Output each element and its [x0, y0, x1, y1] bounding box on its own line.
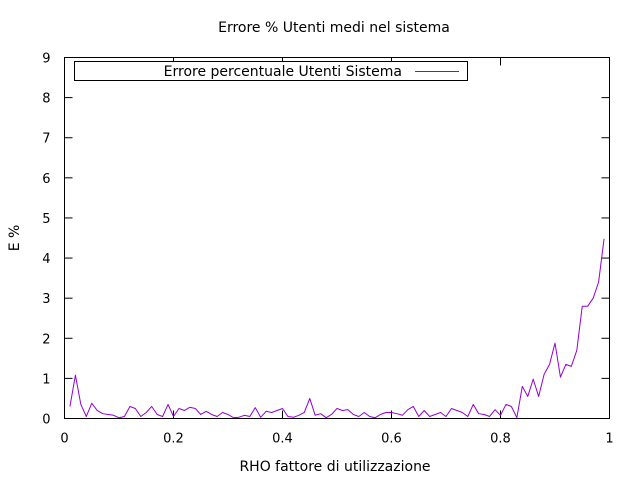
y-tick-label: 7: [42, 132, 50, 147]
x-axis-title: RHO fattore di utilizzazione: [239, 459, 430, 475]
legend-box: [74, 61, 468, 81]
y-tick-label: 6: [42, 172, 50, 187]
y-axis: 0 1 2 3 4 5 6 7 8 9: [42, 52, 610, 428]
series-line: [69, 238, 605, 419]
y-tick-label: 2: [42, 332, 50, 347]
x-tick-label: 0.4: [272, 432, 293, 447]
x-axis: 0 0.2 0.4 0.6 0.8 1: [60, 57, 614, 447]
y-axis-title: E %: [7, 225, 23, 252]
y-tick-label: 8: [42, 92, 50, 107]
x-tick-label: 0.8: [490, 432, 511, 447]
x-tick-label: 0: [60, 432, 68, 447]
y-tick-label: 9: [42, 52, 50, 67]
legend-label: Errore percentuale Utenti Sistema: [164, 64, 402, 80]
y-tick-label: 5: [42, 212, 50, 227]
y-tick-label: 1: [42, 372, 50, 387]
y-tick-label: 0: [42, 413, 50, 428]
plot-frame: [64, 57, 610, 419]
y-tick-label: 4: [42, 252, 50, 267]
x-tick-label: 1: [605, 432, 613, 447]
x-tick-label: 0.6: [381, 432, 402, 447]
chart-title: Errore % Utenti medi nel sistema: [218, 20, 450, 36]
x-tick-label: 0.2: [163, 432, 184, 447]
legend: Errore percentuale Utenti Sistema: [74, 61, 468, 81]
series-group: [69, 238, 605, 419]
y-tick-label: 3: [42, 292, 50, 307]
